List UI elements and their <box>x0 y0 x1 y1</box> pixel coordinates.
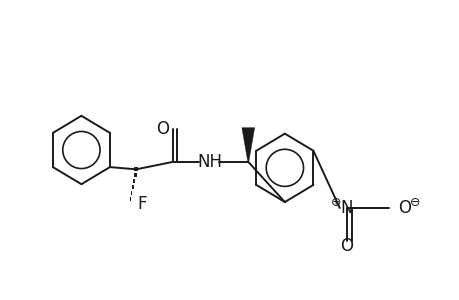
Polygon shape <box>241 128 254 162</box>
Text: NH: NH <box>196 153 221 171</box>
Text: O: O <box>398 199 411 217</box>
Text: O: O <box>339 237 353 255</box>
Text: F: F <box>137 195 147 213</box>
Text: ⊕: ⊕ <box>330 196 341 208</box>
Text: N: N <box>340 199 352 217</box>
Text: O: O <box>156 120 169 138</box>
Text: ⊖: ⊖ <box>409 196 420 208</box>
